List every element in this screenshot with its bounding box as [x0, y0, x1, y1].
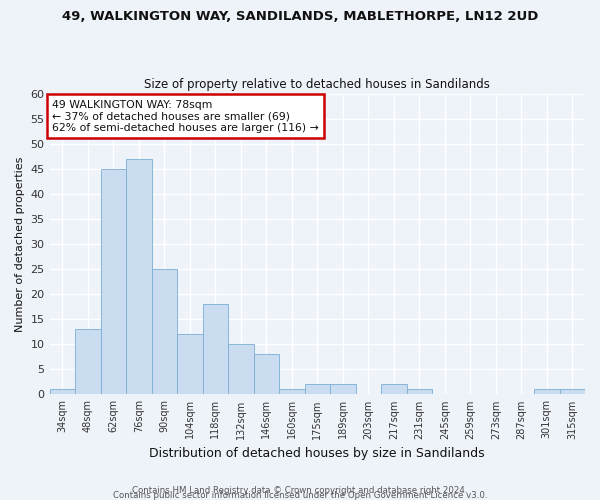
- Bar: [279, 390, 305, 394]
- Bar: [254, 354, 279, 395]
- X-axis label: Distribution of detached houses by size in Sandilands: Distribution of detached houses by size …: [149, 447, 485, 460]
- Y-axis label: Number of detached properties: Number of detached properties: [15, 156, 25, 332]
- Bar: [330, 384, 356, 394]
- Bar: [177, 334, 203, 394]
- Bar: [50, 390, 75, 394]
- Text: Contains public sector information licensed under the Open Government Licence v3: Contains public sector information licen…: [113, 491, 487, 500]
- Bar: [534, 390, 560, 394]
- Text: 49 WALKINGTON WAY: 78sqm
← 37% of detached houses are smaller (69)
62% of semi-d: 49 WALKINGTON WAY: 78sqm ← 37% of detach…: [52, 100, 319, 133]
- Title: Size of property relative to detached houses in Sandilands: Size of property relative to detached ho…: [145, 78, 490, 91]
- Bar: [101, 169, 126, 394]
- Bar: [560, 390, 585, 394]
- Bar: [75, 329, 101, 394]
- Text: Contains HM Land Registry data © Crown copyright and database right 2024.: Contains HM Land Registry data © Crown c…: [132, 486, 468, 495]
- Bar: [305, 384, 330, 394]
- Bar: [203, 304, 228, 394]
- Text: 49, WALKINGTON WAY, SANDILANDS, MABLETHORPE, LN12 2UD: 49, WALKINGTON WAY, SANDILANDS, MABLETHO…: [62, 10, 538, 23]
- Bar: [228, 344, 254, 395]
- Bar: [152, 269, 177, 394]
- Bar: [126, 158, 152, 394]
- Bar: [407, 390, 432, 394]
- Bar: [381, 384, 407, 394]
